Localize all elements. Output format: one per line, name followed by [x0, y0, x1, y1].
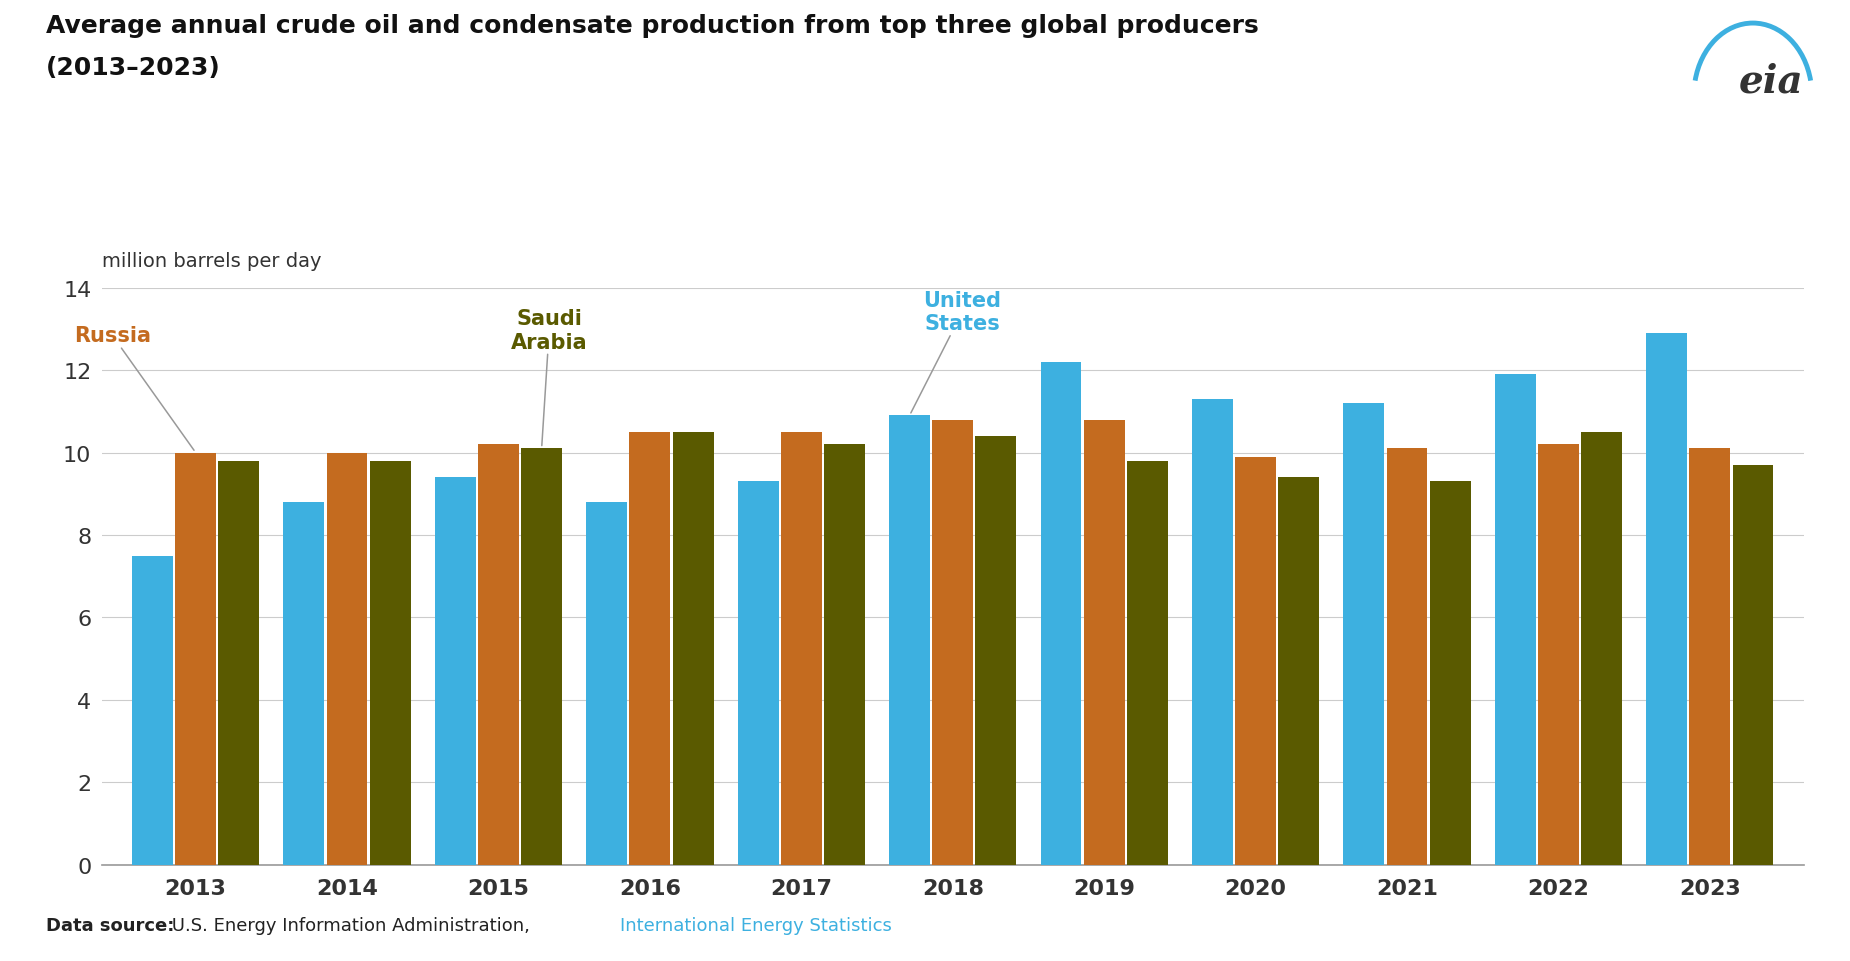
Bar	[1495, 375, 1536, 865]
Bar	[781, 432, 821, 865]
Text: International Energy Statistics: International Energy Statistics	[620, 916, 892, 934]
Bar	[1084, 420, 1125, 865]
Bar	[522, 449, 562, 865]
Bar	[1127, 461, 1167, 865]
Bar	[1236, 457, 1276, 865]
Bar	[975, 436, 1016, 865]
Bar	[890, 416, 931, 865]
Bar	[1343, 404, 1384, 865]
Text: eia: eia	[1739, 62, 1804, 101]
Bar	[673, 432, 714, 865]
Text: (2013–2023): (2013–2023)	[46, 56, 220, 80]
Bar	[1582, 432, 1622, 865]
Bar	[131, 556, 172, 865]
Text: Average annual crude oil and condensate production from top three global produce: Average annual crude oil and condensate …	[46, 14, 1260, 38]
Text: Saudi
Arabia: Saudi Arabia	[511, 309, 588, 446]
Bar	[738, 481, 779, 865]
Text: Data source:: Data source:	[46, 916, 174, 934]
Bar	[435, 478, 475, 865]
Bar	[477, 445, 518, 865]
Bar	[218, 461, 259, 865]
Bar	[1733, 465, 1774, 865]
Bar	[1388, 449, 1428, 865]
Bar	[932, 420, 973, 865]
Bar	[1278, 478, 1319, 865]
Text: United
States: United States	[910, 290, 1001, 413]
Bar	[1646, 333, 1687, 865]
Bar	[1430, 481, 1471, 865]
Bar	[586, 503, 627, 865]
Bar	[176, 453, 216, 865]
Bar	[327, 453, 368, 865]
Bar	[629, 432, 670, 865]
Bar	[283, 503, 324, 865]
Text: U.S. Energy Information Administration,: U.S. Energy Information Administration,	[166, 916, 536, 934]
Bar	[1537, 445, 1578, 865]
Bar	[823, 445, 866, 865]
Bar	[1689, 449, 1730, 865]
Bar	[370, 461, 411, 865]
Text: Russia: Russia	[74, 326, 194, 451]
Bar	[1191, 400, 1232, 865]
Text: million barrels per day: million barrels per day	[102, 252, 322, 271]
Bar	[1040, 362, 1082, 865]
